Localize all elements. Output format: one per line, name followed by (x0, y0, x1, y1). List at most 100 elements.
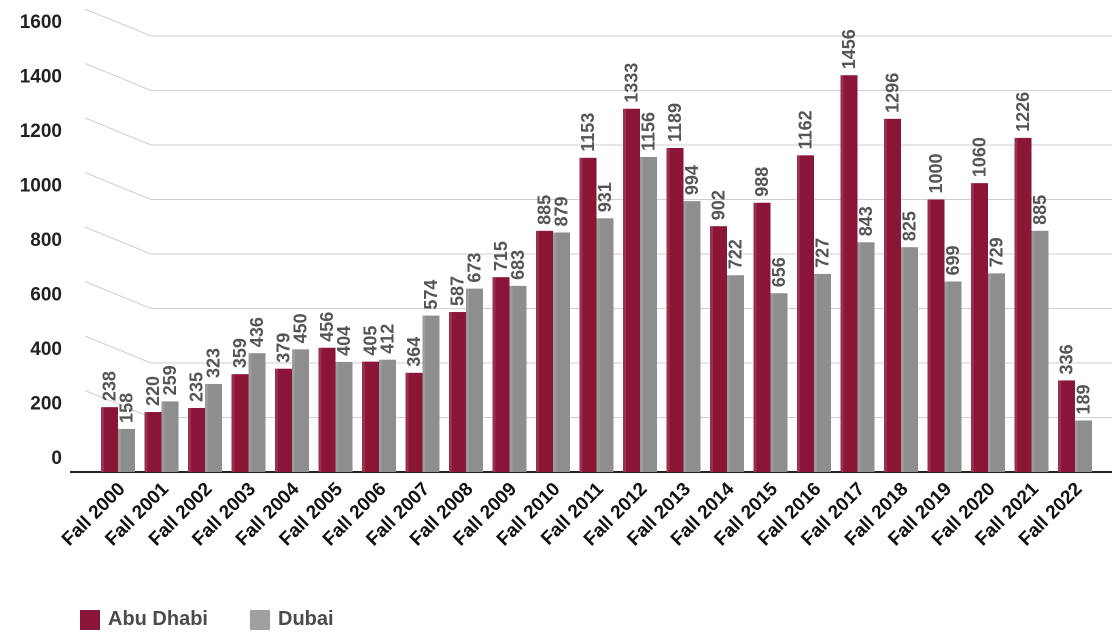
bar-highlight (884, 118, 887, 472)
data-label: 1156 (639, 112, 659, 151)
bar-dubai (292, 349, 309, 472)
bar-abu-dhabi (101, 407, 118, 472)
data-label: 1333 (622, 63, 642, 103)
data-label: 1456 (839, 29, 859, 69)
gridline (84, 281, 1112, 309)
data-label: 683 (508, 250, 528, 280)
bar-dubai (1031, 230, 1049, 472)
bar-highlight (1031, 230, 1035, 472)
bar-dubai (596, 218, 614, 472)
bar-highlight (379, 359, 382, 472)
bar-dubai (683, 201, 701, 472)
bar-abu-dhabi (318, 347, 336, 472)
bar-dubai (466, 288, 483, 472)
bar-dubai (248, 353, 266, 472)
data-label: 902 (709, 190, 729, 220)
data-label: 336 (1057, 344, 1077, 374)
bar-dubai (553, 232, 570, 472)
y-tick-label: 800 (30, 230, 62, 251)
bar-highlight (1014, 137, 1018, 473)
data-label: 1189 (665, 103, 685, 142)
bar-dubai (857, 242, 875, 472)
bar-highlight (579, 157, 583, 472)
bar-dubai (988, 273, 1005, 472)
bar-dubai (118, 428, 135, 472)
bar-abu-dhabi (449, 312, 466, 472)
bar-highlight (944, 281, 948, 472)
bar-abu-dhabi (1058, 380, 1075, 472)
bar-abu-dhabi (797, 155, 814, 473)
bar-highlight (988, 273, 991, 472)
bar-highlight (727, 275, 730, 472)
bar-highlight (553, 232, 556, 472)
y-tick-label: 1200 (20, 121, 62, 142)
bar-abu-dhabi (144, 412, 162, 472)
gridline (84, 226, 1112, 255)
bar-abu-dhabi (405, 372, 423, 472)
bar-dubai (1075, 420, 1092, 472)
bar-dubai (944, 281, 962, 472)
bar-abu-dhabi (623, 108, 640, 472)
gridline (84, 117, 1112, 146)
data-label: 1153 (578, 113, 598, 152)
bar-dubai (205, 383, 222, 472)
bar-highlight (161, 401, 165, 472)
data-label: 189 (1074, 384, 1094, 414)
bar-highlight (1058, 380, 1061, 472)
bar-highlight (248, 353, 252, 472)
bar-dubai (335, 361, 353, 472)
data-label: 323 (204, 348, 224, 378)
gridline (84, 8, 1112, 37)
y-tick-label: 400 (30, 339, 62, 360)
bar-highlight (335, 361, 339, 472)
data-label: 412 (378, 324, 398, 354)
bar-abu-dhabi (275, 368, 292, 472)
bar-highlight (770, 293, 774, 472)
bar-highlight (857, 242, 861, 472)
bar-abu-dhabi (927, 199, 945, 472)
bar-highlight (492, 277, 496, 472)
bar-highlight (188, 407, 191, 472)
bar-dubai (727, 275, 744, 472)
y-tick-label: 0 (51, 448, 62, 469)
bar-highlight (509, 285, 513, 472)
gridline (84, 172, 1112, 200)
data-label: 729 (987, 237, 1007, 267)
bar-dubai (770, 293, 788, 472)
bar-highlight (683, 201, 687, 472)
data-label: 879 (552, 196, 572, 226)
data-label: 1162 (796, 110, 816, 149)
bar-dubai (901, 247, 918, 472)
legend-swatch-abu-dhabi (80, 609, 100, 630)
data-label: 1060 (970, 137, 990, 177)
bar-highlight (449, 312, 452, 472)
bar-highlight (710, 226, 713, 472)
bar-highlight (101, 407, 104, 472)
y-tick-label: 1000 (20, 176, 62, 197)
bar-abu-dhabi (579, 157, 597, 472)
bar-highlight (205, 383, 208, 472)
bar-highlight (640, 156, 643, 473)
bar-highlight (362, 361, 365, 472)
data-label: 574 (421, 280, 441, 310)
data-label: 235 (187, 372, 207, 402)
bar-abu-dhabi (188, 407, 205, 472)
data-label: 587 (448, 276, 468, 306)
bar-highlight (422, 315, 426, 472)
bar-abu-dhabi (362, 361, 379, 472)
data-label: 988 (752, 167, 772, 197)
bar-highlight (623, 108, 626, 472)
data-label: 722 (726, 239, 746, 269)
data-label: 158 (117, 393, 137, 423)
data-label: 220 (143, 376, 163, 406)
data-label: 379 (274, 333, 294, 363)
data-label: 238 (100, 371, 120, 401)
bar-highlight (318, 347, 322, 472)
bar-abu-dhabi (492, 277, 510, 472)
data-label: 404 (334, 326, 354, 356)
data-label: 450 (291, 313, 311, 343)
bar-highlight (118, 428, 121, 472)
bar-abu-dhabi (1014, 137, 1032, 473)
data-label: 994 (682, 165, 702, 195)
data-label: 715 (491, 241, 511, 271)
